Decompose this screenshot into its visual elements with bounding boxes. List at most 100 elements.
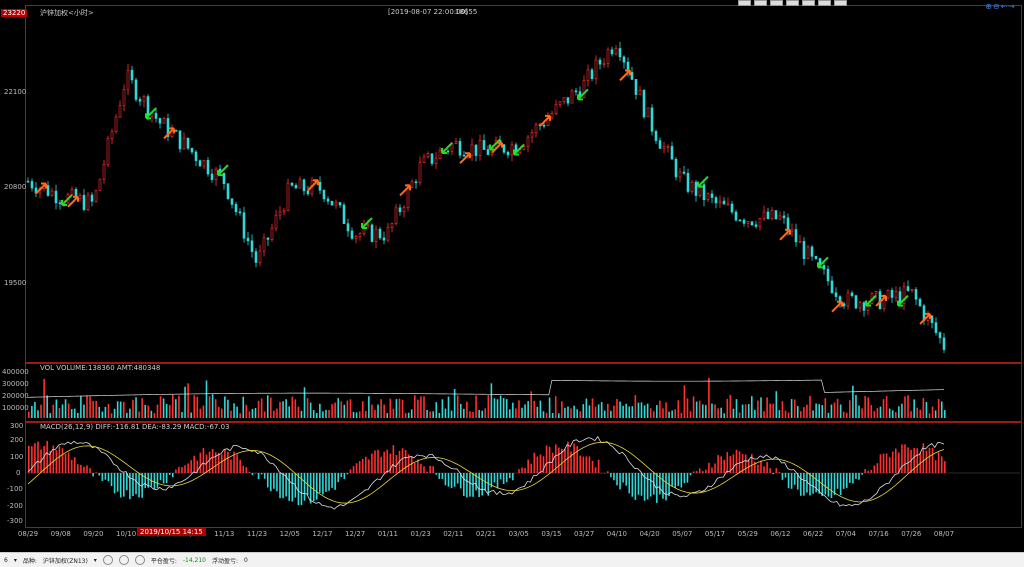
volume-bar (910, 411, 912, 418)
volume-bar (230, 410, 232, 418)
volume-bar (116, 401, 119, 418)
x-axis-label: 01/11 (377, 530, 398, 538)
volume-bar (46, 395, 48, 418)
x-axis-label: 08/07 (933, 530, 955, 538)
volume-bar (852, 385, 854, 418)
toolbar-button[interactable] (818, 0, 831, 6)
toolbar-button[interactable] (754, 0, 767, 6)
candle-body (654, 130, 658, 141)
volume-bar (705, 405, 707, 418)
nav-button[interactable] (134, 555, 145, 565)
volume-bar (429, 411, 431, 418)
candle-body (274, 214, 278, 229)
macd-bar (368, 459, 370, 473)
macd-bar (867, 470, 870, 473)
macd-bar (591, 460, 594, 473)
candle-body (610, 49, 614, 55)
close-profit-value: -14,210 (182, 556, 207, 564)
macd-bar (190, 460, 192, 473)
toolbar-button[interactable] (738, 0, 751, 6)
volume-bar (266, 395, 269, 418)
candle-body (370, 224, 374, 242)
volume-bar (726, 398, 729, 418)
nav-button[interactable] (102, 555, 113, 565)
candle-body (790, 229, 794, 233)
candle-body (266, 237, 270, 240)
macd-bar (833, 473, 836, 495)
volume-bar (845, 412, 848, 418)
volume-bar (790, 399, 793, 418)
variety-select[interactable]: 沪锌加权(ZN13) (42, 557, 88, 565)
macd-bar (352, 466, 355, 473)
volume-bar (73, 408, 76, 418)
candle-body (46, 185, 50, 196)
volume-bar (836, 398, 839, 418)
toolbar-button[interactable] (786, 0, 799, 6)
macd-bar (610, 473, 612, 478)
chevron-down-icon[interactable]: ▾ (93, 556, 97, 564)
volume-bar (714, 404, 716, 418)
macd-bar (389, 453, 392, 473)
volume-bar (472, 411, 474, 418)
volume-bar (343, 404, 346, 418)
toolbar-button[interactable] (770, 0, 783, 6)
candle-body (234, 204, 238, 213)
buy-arrow-marker (67, 195, 79, 208)
candle-body (550, 113, 554, 119)
macd-axis-label: 300 (10, 422, 24, 430)
macd-bar (395, 455, 398, 473)
volume-bar (217, 406, 220, 418)
macd-bar (450, 473, 453, 489)
top-toolbar[interactable] (738, 0, 847, 6)
macd-bar (110, 473, 113, 487)
macd-bar (708, 462, 710, 473)
arrow-left-icon[interactable]: ⇠ (1000, 2, 1009, 11)
candle-body (214, 168, 218, 180)
volume-bar (631, 406, 634, 418)
x-axis-label: 10/10 (116, 530, 137, 538)
candle-body (630, 72, 634, 80)
sell-arrow-marker (577, 88, 589, 101)
macd-bar (83, 466, 85, 473)
macd-bar (830, 473, 833, 499)
page-number: 6 (4, 556, 8, 564)
candle-body (110, 131, 114, 139)
zoom-in-icon[interactable]: ⊕ (985, 2, 993, 11)
candle-body (706, 193, 710, 201)
volume-bar (931, 406, 934, 418)
price-chart-panel[interactable] (25, 5, 1022, 363)
macd-panel[interactable] (25, 422, 1022, 528)
toolbar-button[interactable] (834, 0, 847, 6)
diff-line (27, 435, 945, 510)
toolbar-button[interactable] (802, 0, 815, 6)
zoom-toolbar[interactable]: ⊕⊖⇠⇢ (985, 2, 1016, 11)
volume-bar (77, 412, 79, 418)
macd-bar (729, 456, 732, 473)
dropdown-icon[interactable]: ▾ (13, 556, 17, 564)
arrow-right-icon[interactable]: ⇢ (1008, 2, 1016, 11)
volume-bar (809, 396, 811, 418)
volume-bar (607, 403, 609, 418)
candle-body (874, 291, 878, 294)
macd-bar (637, 473, 640, 495)
macd-bar (55, 450, 58, 473)
volume-panel[interactable] (25, 363, 1022, 422)
candle-body (750, 221, 754, 226)
candle-body (678, 171, 682, 178)
volume-bar (750, 396, 753, 418)
x-axis-label: 12/05 (279, 530, 300, 538)
macd-bar (812, 473, 814, 494)
macd-bar (469, 473, 471, 497)
macd-bar (260, 473, 263, 475)
macd-bar (683, 473, 686, 484)
window-title: 沪锌加权<小时> (40, 9, 94, 17)
candle-body (522, 146, 526, 150)
volume-bar (319, 403, 321, 418)
nav-button[interactable] (118, 555, 129, 565)
zoom-out-icon[interactable]: ⊖ (992, 2, 1001, 11)
volume-bar (92, 401, 94, 418)
macd-bar (625, 473, 627, 486)
macd-bar (910, 449, 912, 473)
candle-body (830, 280, 834, 294)
